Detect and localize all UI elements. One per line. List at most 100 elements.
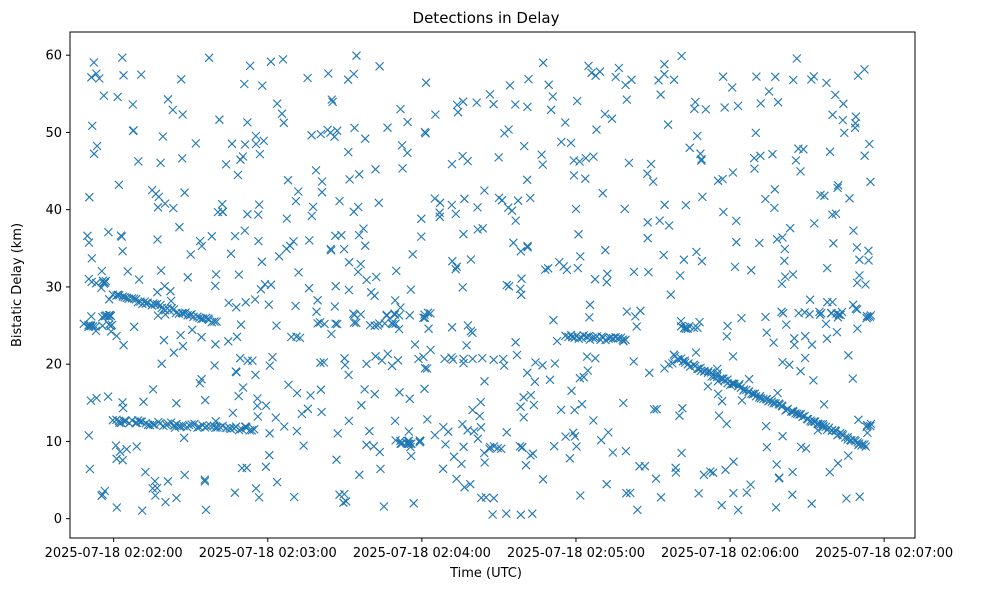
detection-marker — [371, 272, 381, 282]
detection-marker — [323, 69, 333, 78]
detection-marker — [692, 247, 701, 257]
detection-marker — [84, 192, 94, 202]
detection-marker — [327, 329, 336, 339]
detection-marker — [851, 304, 861, 314]
track-marker — [814, 419, 823, 429]
detection-marker — [569, 156, 579, 165]
detection-marker — [537, 150, 546, 159]
detection-marker — [480, 376, 489, 386]
track-marker — [727, 379, 737, 389]
detection-marker — [839, 128, 849, 138]
detection-marker — [521, 460, 531, 470]
detection-marker — [489, 99, 498, 109]
detection-marker — [129, 322, 139, 332]
detection-marker — [463, 321, 473, 330]
detection-marker — [697, 256, 707, 266]
clutter-marker — [836, 310, 845, 320]
detection-marker — [523, 242, 532, 252]
clutter-marker — [396, 436, 405, 446]
detection-marker — [156, 266, 166, 275]
detection-marker — [104, 227, 113, 237]
detection-marker — [478, 223, 488, 233]
track-marker — [860, 440, 869, 449]
detection-marker — [728, 352, 738, 361]
clutter-marker — [515, 442, 525, 451]
track-marker — [249, 424, 259, 434]
detection-marker — [339, 244, 349, 254]
detection-marker — [785, 223, 795, 233]
detection-marker — [720, 103, 730, 112]
detection-marker — [97, 266, 107, 276]
detection-marker — [180, 188, 189, 198]
detection-marker — [365, 426, 374, 436]
detection-marker — [233, 170, 243, 180]
detection-marker — [394, 324, 404, 334]
detection-marker — [761, 421, 771, 431]
detection-marker — [699, 470, 709, 480]
detection-marker — [156, 158, 165, 168]
clutter-marker — [693, 323, 702, 333]
detection-marker — [252, 401, 262, 411]
track-marker — [119, 416, 129, 426]
detection-marker — [223, 336, 233, 346]
detection-marker — [509, 238, 518, 248]
detection-marker — [362, 440, 371, 450]
detection-marker — [459, 229, 468, 239]
y-axis-label: Bistatic Delay (km) — [10, 223, 25, 347]
detection-marker — [475, 411, 485, 421]
detection-marker — [822, 78, 831, 88]
detection-marker — [806, 75, 816, 84]
detection-marker — [265, 428, 274, 438]
detection-marker — [821, 319, 831, 329]
detection-marker — [239, 79, 249, 89]
detection-marker — [186, 250, 196, 259]
x-tick-label: 2025-07-18 02:04:00 — [353, 546, 491, 561]
track-marker — [751, 391, 761, 401]
detection-marker — [113, 92, 122, 102]
detection-marker — [404, 427, 414, 436]
detection-marker — [403, 117, 412, 127]
detection-marker — [649, 405, 659, 414]
detection-marker — [134, 275, 144, 284]
detection-marker — [462, 341, 471, 350]
clutter-marker — [414, 354, 423, 364]
clutter-marker — [403, 439, 413, 449]
detection-marker — [591, 71, 600, 81]
detection-marker — [307, 211, 317, 221]
detection-marker — [691, 348, 701, 357]
detection-marker — [531, 358, 540, 367]
detection-marker — [607, 114, 617, 124]
detection-marker — [545, 375, 555, 385]
detection-marker — [265, 361, 275, 370]
detection-marker — [375, 61, 384, 71]
detection-marker — [431, 110, 440, 119]
detection-marker — [584, 313, 594, 322]
detection-marker — [640, 461, 650, 471]
detection-marker — [458, 151, 467, 161]
clutter-marker — [405, 310, 415, 320]
clutter-marker — [331, 319, 340, 329]
clutter-marker — [107, 320, 117, 330]
detection-marker — [717, 500, 727, 510]
detection-marker — [513, 196, 523, 206]
detection-marker — [178, 341, 188, 351]
detection-marker — [303, 404, 313, 414]
detection-marker — [784, 360, 794, 370]
detection-marker — [556, 137, 566, 147]
detection-marker — [501, 509, 511, 518]
detection-marker — [761, 194, 770, 204]
detection-marker — [822, 263, 832, 273]
detection-marker — [572, 442, 581, 451]
detection-marker — [844, 350, 853, 360]
detection-marker — [370, 389, 380, 399]
detection-marker — [780, 244, 790, 254]
clutter-marker — [862, 420, 872, 430]
detection-marker — [390, 416, 400, 426]
detection-marker — [772, 460, 782, 469]
detection-marker — [243, 118, 252, 127]
detection-marker — [850, 123, 860, 133]
clutter-marker — [865, 312, 875, 322]
detection-marker — [643, 169, 652, 179]
detection-marker — [272, 99, 282, 108]
detection-marker — [488, 510, 497, 519]
